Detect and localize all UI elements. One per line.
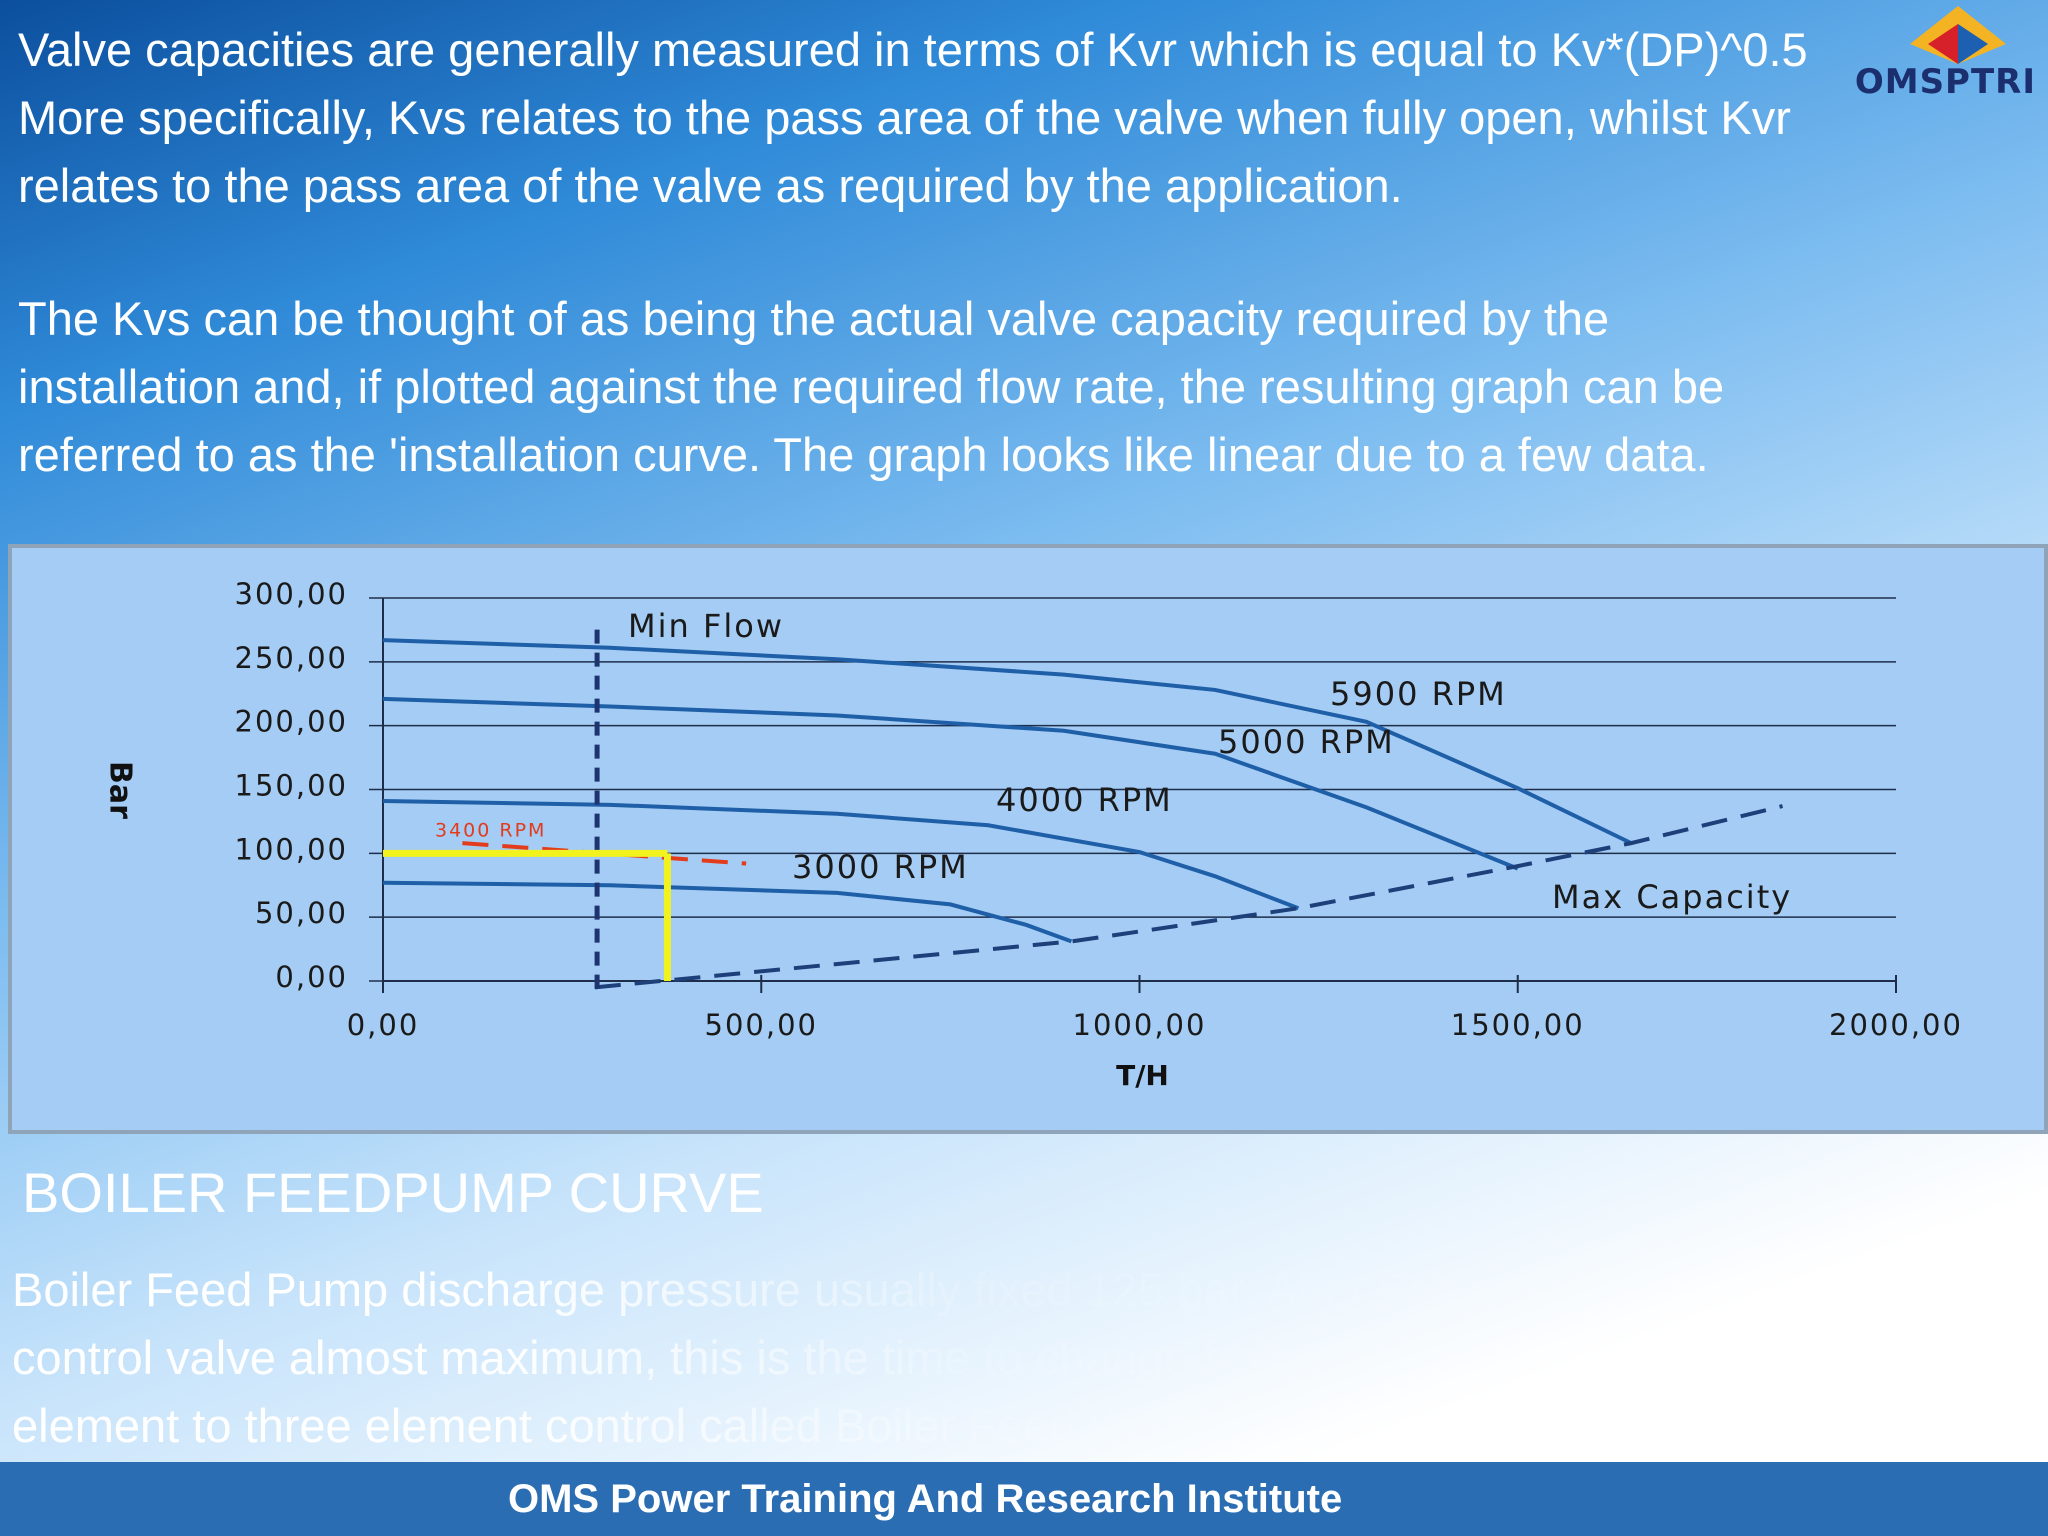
x-tick-label: 0,00 (347, 1008, 420, 1042)
y-tick-label: 200,00 (235, 705, 348, 739)
x-tick-label: 500,00 (705, 1008, 818, 1042)
y-tick-label: 300,00 (235, 577, 348, 611)
series-line (382, 638, 1633, 845)
text-line: The Kvs can be thought of as being the a… (18, 292, 1610, 345)
footer: OMS Power Training And Research Institut… (0, 1462, 2048, 1536)
footer-text: OMS Power Training And Research Institut… (508, 1477, 1343, 1521)
text-line: installation and, if plotted against the… (18, 360, 1725, 413)
y-tick-label: 50,00 (255, 896, 348, 930)
text-line: More specifically, Kvs relates to the pa… (18, 91, 1791, 144)
series-line (382, 880, 1073, 944)
text-line: relates to the pass area of the valve as… (18, 159, 1403, 212)
x-axis-label: T/H (1116, 1059, 1169, 1092)
series-line (382, 696, 1519, 871)
y-tick-label: 150,00 (235, 769, 348, 803)
series-label: 4000 RPM (996, 781, 1173, 819)
series-label: 3000 RPM (792, 848, 969, 886)
text-line: Valve capacities are generally measured … (18, 23, 1808, 76)
x-tick-label: 1500,00 (1451, 1008, 1585, 1042)
paragraph: Valve capacities are generally measured … (18, 16, 1808, 220)
y-tick-label: 0,00 (275, 960, 348, 994)
heading: BOILER FEEDPUMP CURVE (22, 1161, 764, 1224)
y-tick-label: 100,00 (235, 832, 348, 866)
logo-text: OMSPTRI (1854, 62, 2036, 102)
text-line: element to three element control called … (12, 1399, 1212, 1452)
series-label: 5900 RPM (1330, 675, 1507, 713)
text-line: referred to as the 'installation curve. … (18, 428, 1709, 481)
series-label: Min Flow (628, 607, 784, 645)
paragraph: The Kvs can be thought of as being the a… (18, 285, 1724, 489)
chart: 0,00 50,00 100,00 150,00 200,00 250,00 300,00 0… (103, 577, 1963, 1092)
y-tick-label: 250,00 (235, 641, 348, 675)
text-line: Boiler Feed Pump discharge pressure usua… (12, 1263, 1604, 1316)
chart-panel: 0,00 50,00 100,00 150,00 200,00 250,00 300,00 0… (8, 544, 2048, 1134)
x-tick-label: 2000,00 (1829, 1008, 1963, 1042)
series-label: 3400 RPM (435, 820, 546, 842)
y-axis-label: Bar (103, 761, 138, 819)
series-label: 5000 RPM (1218, 723, 1395, 761)
series-line (382, 798, 1300, 911)
series-label: Max Capacity (1552, 878, 1792, 916)
logo-icon (1910, 6, 2006, 64)
series-line (594, 804, 1784, 990)
x-tick-label: 1000,00 (1073, 1008, 1207, 1042)
body-text: Boiler Feed Pump discharge pressure usua… (12, 1256, 1603, 1460)
text-line: control valve almost maximum, this is th… (12, 1331, 1433, 1384)
